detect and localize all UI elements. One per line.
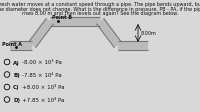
Text: +8.00 × 10³ Pa: +8.00 × 10³ Pa — [22, 85, 65, 90]
Text: A): A) — [13, 60, 20, 65]
Polygon shape — [50, 17, 100, 26]
Polygon shape — [28, 19, 54, 48]
Polygon shape — [10, 41, 32, 50]
Text: -8.00 × 10³ Pa: -8.00 × 10³ Pa — [22, 60, 62, 65]
Text: -7.85 × 10⁴ Pa: -7.85 × 10⁴ Pa — [22, 72, 62, 77]
Text: B): B) — [13, 72, 20, 77]
Text: Fresh water moves at a constant speed through a pipe. The pipe bends upward, but: Fresh water moves at a constant speed th… — [0, 2, 200, 7]
Text: the diameter does not change. What is the difference in pressure, PB - PA, if th: the diameter does not change. What is th… — [0, 6, 200, 11]
Polygon shape — [118, 41, 148, 50]
Text: C): C) — [13, 85, 20, 90]
Text: D): D) — [13, 97, 20, 102]
Text: rises 8.00 m and then levels out again? See the diagram below.: rises 8.00 m and then levels out again? … — [22, 11, 178, 16]
Text: +7.85 × 10⁴ Pa: +7.85 × 10⁴ Pa — [22, 97, 64, 102]
Text: Point A: Point A — [2, 42, 22, 47]
Text: Point B: Point B — [52, 15, 72, 20]
Text: 8.00m: 8.00m — [141, 31, 157, 36]
Polygon shape — [96, 19, 122, 48]
